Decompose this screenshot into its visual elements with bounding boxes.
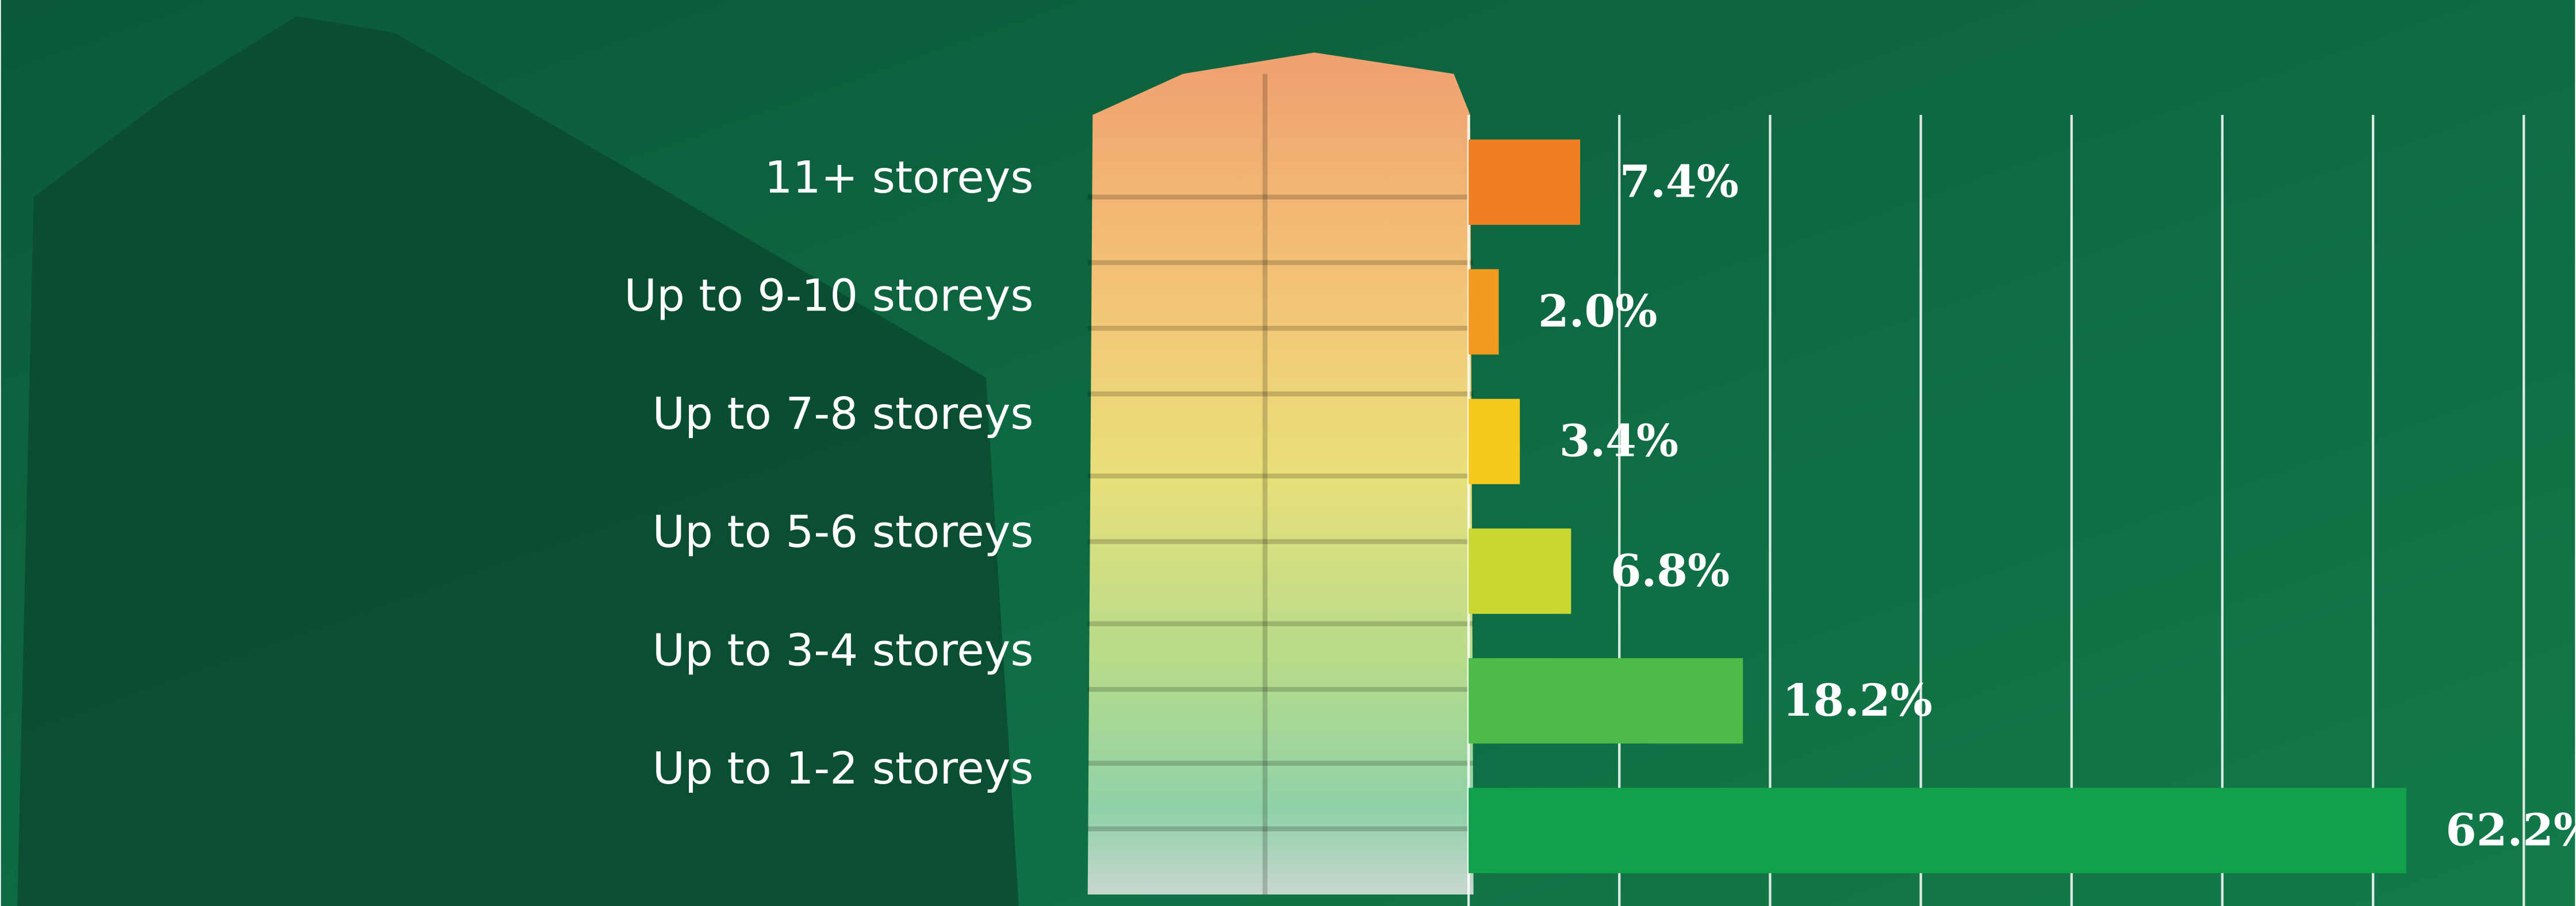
background-building bbox=[17, 16, 1019, 906]
category-label: 11+ storeys bbox=[765, 152, 1034, 204]
building-illustration bbox=[1087, 52, 1474, 895]
category-label: Up to 3-4 storeys bbox=[653, 624, 1034, 676]
value-label: 62.2% bbox=[2445, 804, 2576, 856]
value-label: 2.0% bbox=[1538, 286, 1657, 337]
category-label: Up to 7-8 storeys bbox=[653, 388, 1034, 440]
value-label: 3.4% bbox=[1559, 416, 1678, 467]
bar bbox=[1469, 788, 2406, 873]
value-label: 18.2% bbox=[1782, 675, 1933, 727]
bar bbox=[1469, 528, 1571, 614]
category-label: Up to 9-10 storeys bbox=[624, 270, 1034, 322]
category-label: Up to 5-6 storeys bbox=[653, 506, 1034, 558]
category-label: Up to 1-2 storeys bbox=[653, 743, 1034, 794]
value-label: 6.8% bbox=[1611, 545, 1730, 597]
bar bbox=[1469, 658, 1743, 744]
bar bbox=[1469, 269, 1499, 355]
value-label: 7.4% bbox=[1620, 156, 1739, 208]
bar bbox=[1469, 139, 1581, 225]
bar bbox=[1469, 398, 1520, 485]
